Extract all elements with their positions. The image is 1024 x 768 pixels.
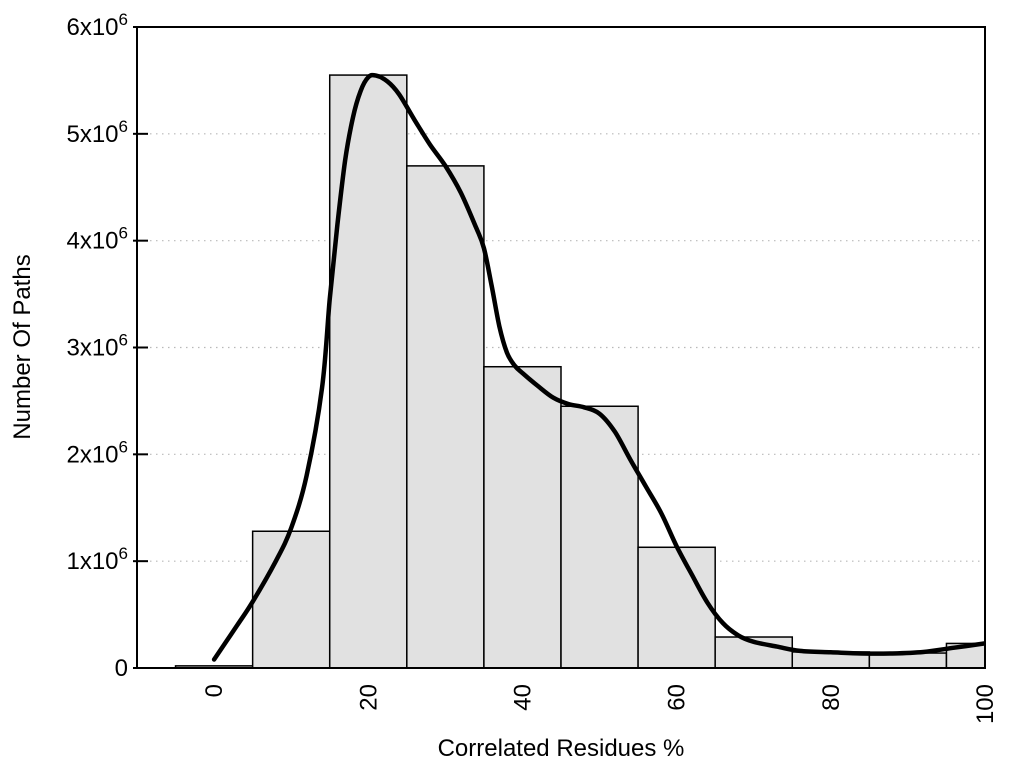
y-tick-label: 3x106 xyxy=(66,331,128,362)
x-tick-label: 80 xyxy=(818,684,845,711)
plot-frame xyxy=(136,26,986,669)
y-tick-label: 4x106 xyxy=(66,224,128,255)
y-tick-label: 6x106 xyxy=(66,10,128,41)
histogram-bars-group xyxy=(174,74,985,668)
histogram-bar xyxy=(560,405,639,668)
histogram-bar xyxy=(328,74,408,668)
y-tick-label: 2x106 xyxy=(66,437,128,468)
density-curve xyxy=(211,72,985,662)
histogram-bar xyxy=(637,546,716,668)
histogram-bar xyxy=(406,165,485,668)
y-axis-title: Number Of Paths xyxy=(9,254,36,439)
x-axis-title: Correlated Residues % xyxy=(438,735,685,762)
axis-ticks-group: 0 1x106 2x106 3x106 4x106 5x106 6x106 0 20 40 60 80… xyxy=(66,10,999,724)
y-tick-label: 5x106 xyxy=(66,117,128,148)
smoothed-curve-group xyxy=(211,72,985,662)
x-tick-label: 40 xyxy=(509,684,536,711)
x-tick-label: 60 xyxy=(664,684,691,711)
y-tick-label: 0 xyxy=(115,655,128,682)
x-tick-label: 100 xyxy=(972,684,999,724)
x-tick-label: 20 xyxy=(355,684,382,711)
histogram-bar xyxy=(251,530,331,668)
y-tick-label: 1x106 xyxy=(66,544,128,575)
histogram-bar xyxy=(483,365,562,668)
x-tick-label: 0 xyxy=(201,684,228,697)
